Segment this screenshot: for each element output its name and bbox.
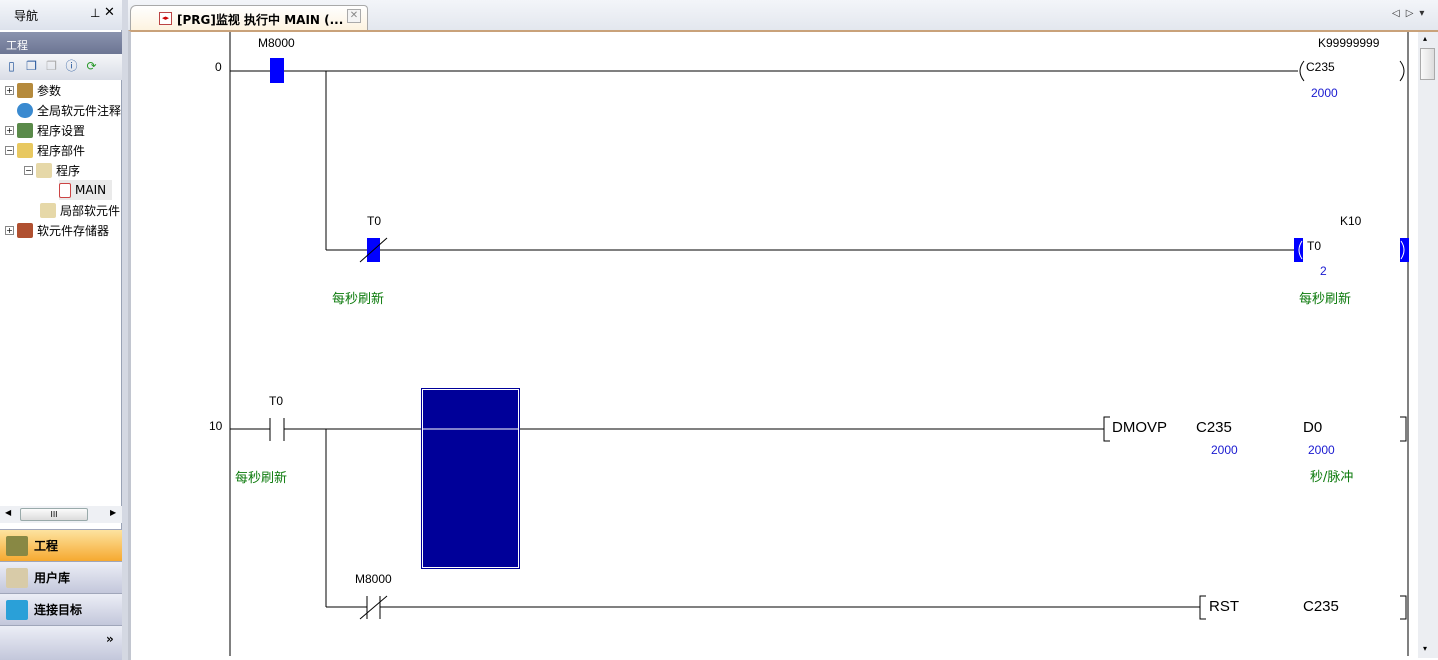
- current-value: 2000: [1308, 443, 1335, 457]
- coil-c235-right: [1399, 60, 1405, 82]
- properties-icon[interactable]: ⓘ: [65, 59, 78, 73]
- instruction-name: DMOVP: [1112, 419, 1168, 436]
- device-label: M8000: [355, 572, 392, 586]
- nav-more-area: »: [0, 625, 122, 660]
- set-value: K10: [1340, 214, 1362, 228]
- tree-item-program[interactable]: − 程序: [24, 160, 80, 180]
- coil-device: C235: [1306, 60, 1335, 74]
- operand-destination: D0: [1303, 419, 1323, 436]
- scroll-up-icon[interactable]: ▴: [1423, 34, 1428, 43]
- cursor-selection: [422, 389, 519, 568]
- step-number: 0: [215, 60, 222, 74]
- contact-slash: [359, 237, 388, 263]
- scroll-left-icon[interactable]: ◀: [5, 508, 12, 517]
- tree-label: 程序设置: [37, 123, 86, 138]
- ladder-program-icon: ◂▸: [159, 12, 172, 25]
- nav-button-label: 连接目标: [34, 603, 83, 617]
- tree-label: MAIN: [75, 183, 107, 197]
- tree-label: 局部软元件: [60, 203, 121, 218]
- current-value: 2000: [1211, 443, 1238, 457]
- tab-nav-arrows[interactable]: ◁▷▾: [1392, 8, 1431, 19]
- tab-title: [PRG]监视 执行中 MAIN (...: [177, 13, 344, 27]
- contact-m8000-energized: [270, 58, 284, 83]
- scroll-thumb[interactable]: [1420, 48, 1435, 80]
- paste-icon[interactable]: ❐: [46, 59, 57, 73]
- current-value: 2000: [1311, 86, 1338, 100]
- refresh-icon[interactable]: ⟳: [86, 59, 97, 73]
- set-value: K99999999: [1318, 36, 1380, 50]
- folder-icon: [36, 162, 52, 178]
- operand-device: C235: [1303, 598, 1339, 615]
- tree-item-device-memory[interactable]: + 软元件存储器: [5, 220, 109, 240]
- tree-item-params[interactable]: + 参数: [5, 80, 61, 100]
- tree-label: 全局软元件注释: [37, 103, 122, 118]
- horizontal-scrollbar[interactable]: ◀ III ▶: [0, 506, 122, 523]
- expand-icon[interactable]: +: [5, 225, 14, 235]
- memory-icon: [17, 222, 33, 238]
- globe-icon: [17, 102, 33, 118]
- operand-source: C235: [1196, 419, 1232, 436]
- nav-title: 导航: [14, 9, 39, 23]
- program-file-icon: [59, 182, 71, 198]
- expand-icon[interactable]: +: [5, 85, 14, 95]
- folder-icon: [17, 142, 33, 158]
- pin-icon[interactable]: ⊥: [90, 6, 101, 20]
- collapse-icon[interactable]: −: [5, 145, 14, 155]
- tab-close-icon[interactable]: ✕: [347, 9, 361, 23]
- instruction-name: RST: [1209, 598, 1239, 615]
- nav-toolbar: ▯ ❐ ❐ ⓘ ⟳: [0, 54, 122, 80]
- tree-item-program-parts[interactable]: − 程序部件: [5, 140, 85, 160]
- tree-item-main[interactable]: MAIN: [59, 180, 113, 200]
- params-icon: [17, 82, 33, 98]
- device-label: M8000: [258, 36, 295, 50]
- nav-button-label: 工程: [34, 539, 59, 553]
- project-icon: [6, 536, 28, 556]
- coil-device: T0: [1307, 239, 1322, 253]
- device-comment: 每秒刷新: [1299, 292, 1352, 307]
- current-value: 2: [1320, 264, 1327, 278]
- scroll-thumb[interactable]: III: [20, 508, 88, 521]
- expand-icon[interactable]: +: [5, 125, 14, 135]
- tree-label: 程序部件: [37, 143, 86, 158]
- device-comment: 每秒刷新: [235, 471, 288, 486]
- tab-main-monitor[interactable]: ◂▸ [PRG]监视 执行中 MAIN (... ✕: [130, 5, 368, 30]
- ladder-editor[interactable]: [128, 30, 1438, 660]
- copy-icon[interactable]: ❐: [26, 59, 37, 73]
- collapse-icon[interactable]: −: [24, 165, 33, 175]
- step-number: 10: [209, 419, 223, 433]
- tree-label: 参数: [37, 83, 62, 98]
- section-title: 工程: [0, 32, 122, 54]
- vertical-scrollbar[interactable]: ▴ ▾: [1418, 32, 1438, 658]
- new-item-icon[interactable]: ▯: [8, 59, 15, 73]
- scroll-right-icon[interactable]: ▶: [110, 508, 117, 517]
- tree-item-local-devices[interactable]: 局部软元件: [40, 200, 120, 220]
- tree-item-program-settings[interactable]: + 程序设置: [5, 120, 85, 140]
- instruction-rst-bracket: [1199, 595, 1206, 620]
- instruction-dmovp-bracket: [1103, 416, 1110, 442]
- settings-icon: [17, 122, 33, 138]
- connection-icon: [6, 600, 28, 620]
- device-label: T0: [269, 394, 284, 408]
- tree-label: 程序: [56, 163, 81, 178]
- device-comment: 秒/脉冲: [1310, 470, 1354, 485]
- library-icon: [6, 568, 28, 588]
- more-icon[interactable]: »: [106, 632, 114, 646]
- nav-button-project[interactable]: 工程: [0, 529, 122, 561]
- scroll-down-icon[interactable]: ▾: [1423, 644, 1428, 653]
- device-label: T0: [367, 214, 382, 228]
- close-icon[interactable]: ✕: [104, 5, 115, 20]
- coil-c235-left: [1299, 60, 1305, 82]
- folder-icon: [40, 202, 56, 218]
- tree-item-global-comment[interactable]: 全局软元件注释: [17, 100, 121, 120]
- nav-header: 导航 ⊥ ✕: [0, 0, 122, 30]
- navigation-panel: 导航 ⊥ ✕ 工程 ▯ ❐ ❐ ⓘ ⟳ + 参数 全局软元件注释 + 程序设置 − 程…: [0, 0, 122, 660]
- nav-button-label: 用户库: [34, 571, 71, 585]
- tree-label: 软元件存储器: [37, 223, 110, 238]
- device-comment: 每秒刷新: [332, 292, 385, 307]
- nav-button-connection[interactable]: 连接目标: [0, 593, 122, 625]
- nav-button-user-library[interactable]: 用户库: [0, 561, 122, 593]
